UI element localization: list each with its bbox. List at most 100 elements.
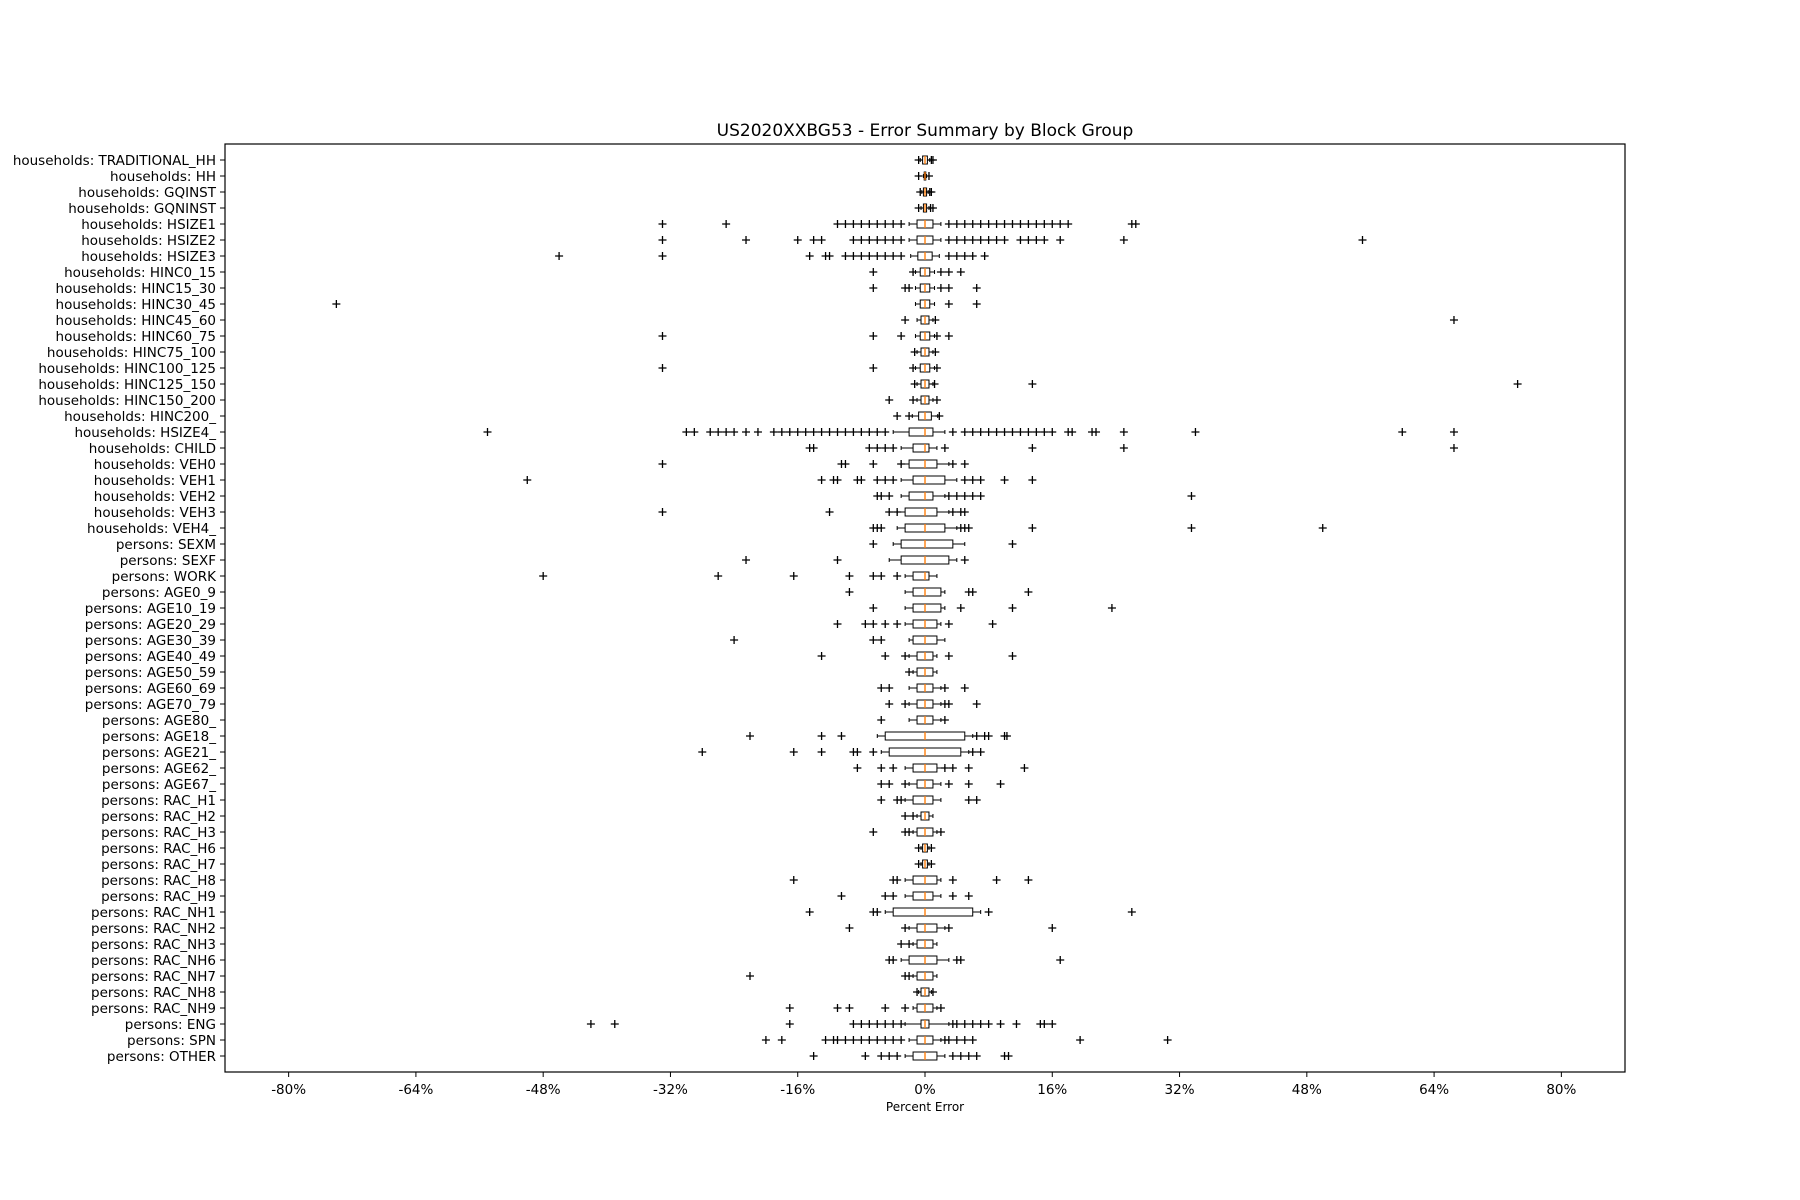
box-group	[658, 331, 953, 341]
flier-point	[869, 748, 878, 756]
flier-point	[889, 444, 898, 452]
flier-point	[889, 220, 898, 228]
y-tick-label: households: HINC60_75	[56, 329, 216, 345]
flier-point	[789, 572, 798, 580]
flier-point	[960, 508, 969, 516]
flier-point	[952, 252, 961, 260]
y-tick-label: households: HINC75_100	[47, 345, 216, 361]
flier-point	[952, 236, 961, 244]
flier-point	[914, 844, 923, 852]
flier-point	[1318, 524, 1327, 532]
box-group	[845, 923, 1057, 933]
box-group	[877, 715, 949, 725]
flier-point	[825, 428, 834, 436]
box-group	[869, 539, 1017, 549]
flier-point	[1024, 220, 1033, 228]
flier-point	[928, 204, 937, 212]
flier-point	[948, 876, 957, 884]
flier-point	[1008, 652, 1017, 660]
flier-point	[1449, 444, 1458, 452]
flier-point	[817, 236, 826, 244]
flier-point	[869, 364, 878, 372]
flier-point	[841, 428, 850, 436]
flier-point	[1032, 428, 1041, 436]
box-group	[746, 971, 938, 981]
flier-point	[833, 220, 842, 228]
flier-point	[877, 524, 886, 532]
y-tick-label: households: GQINST	[78, 185, 216, 201]
flier-point	[927, 188, 936, 196]
flier-point	[853, 764, 862, 772]
flier-point	[944, 332, 953, 340]
flier-point	[857, 252, 866, 260]
flier-point	[960, 428, 969, 436]
flier-point	[944, 652, 953, 660]
flier-point	[956, 604, 965, 612]
flier-point	[881, 892, 890, 900]
box	[900, 539, 954, 549]
flier-point	[1028, 444, 1037, 452]
flier-point	[658, 460, 667, 468]
flier-point	[897, 1020, 906, 1028]
flier-point	[968, 492, 977, 500]
y-tick-label: persons: SPN	[127, 1033, 216, 1049]
flier-point	[873, 444, 882, 452]
flier-point	[968, 1036, 977, 1044]
flier-point	[927, 860, 936, 868]
flier-point	[1131, 220, 1140, 228]
flier-point	[956, 268, 965, 276]
box-group	[555, 251, 989, 261]
y-tick-label: households: CHILD	[89, 441, 216, 457]
flier-point	[777, 1036, 786, 1044]
flier-point	[761, 1036, 770, 1044]
flier-point	[869, 636, 878, 644]
flier-point	[996, 1020, 1005, 1028]
flier-point	[873, 476, 882, 484]
flier-point	[1449, 316, 1458, 324]
flier-point	[972, 284, 981, 292]
flier-point	[885, 492, 894, 500]
flier-point	[833, 1036, 842, 1044]
flier-point	[1004, 1052, 1013, 1060]
flier-point	[690, 428, 699, 436]
flier-point	[658, 236, 667, 244]
flier-point	[1000, 428, 1009, 436]
flier-point	[845, 572, 854, 580]
flier-point	[849, 252, 858, 260]
flier-point	[825, 252, 834, 260]
flier-point	[960, 684, 969, 692]
flier-point	[968, 220, 977, 228]
flier-point	[793, 236, 802, 244]
flier-point	[857, 1036, 866, 1044]
flier-point	[968, 588, 977, 596]
flier-point	[968, 252, 977, 260]
flier-point	[960, 460, 969, 468]
flier-point	[841, 252, 850, 260]
x-tick-label: 80%	[1546, 1082, 1576, 1098]
box-group	[914, 171, 933, 181]
flier-point	[1000, 220, 1009, 228]
flier-point	[948, 764, 957, 772]
box-group	[877, 795, 981, 805]
box-group	[869, 267, 965, 277]
flier-point	[845, 1004, 854, 1012]
box-group	[805, 907, 1136, 917]
flier-point	[857, 220, 866, 228]
flier-point	[1020, 764, 1029, 772]
flier-point	[881, 252, 890, 260]
flier-point	[1024, 236, 1033, 244]
flier-point	[849, 428, 858, 436]
flier-point	[1191, 428, 1200, 436]
flier-point	[960, 220, 969, 228]
flier-point	[952, 1036, 961, 1044]
box-group	[913, 987, 937, 997]
box-group	[658, 459, 969, 469]
y-tick-label: persons: WORK	[112, 569, 218, 585]
y-tick-label: persons: AGE50_59	[85, 665, 216, 681]
box-group	[837, 891, 973, 901]
box-group	[914, 843, 936, 853]
x-tick-label: -32%	[653, 1082, 688, 1098]
flier-point	[905, 284, 914, 292]
flier-point	[901, 812, 910, 820]
